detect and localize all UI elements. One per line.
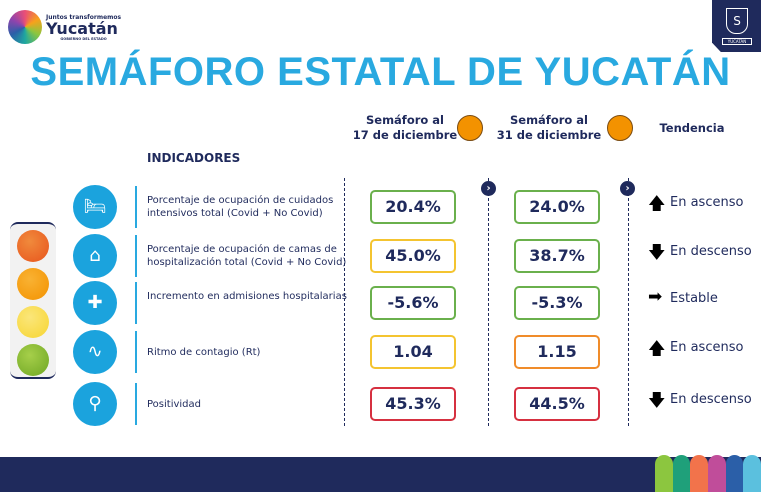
value-17-dic: 45.0% bbox=[370, 239, 456, 273]
indicator-label: Positividad bbox=[147, 399, 201, 410]
government-logo: Juntos transformemos Yucatán GOBIERNO DE… bbox=[8, 10, 121, 44]
value-31-dic: 24.0% bbox=[514, 190, 600, 224]
chevron-right-icon: › bbox=[481, 181, 496, 196]
logo-tagline: Juntos transformemos bbox=[46, 13, 122, 21]
trend-label: Estable bbox=[670, 291, 718, 306]
value-31-dic: -5.3% bbox=[514, 286, 600, 320]
trend-label: En ascenso bbox=[670, 340, 744, 355]
hospital-bed-icon: ⌂ bbox=[73, 234, 117, 278]
divider bbox=[135, 186, 137, 228]
red-lamp bbox=[17, 230, 49, 262]
arrow-down-icon: 🡇 bbox=[648, 391, 666, 411]
column-header-31-dic: Semáforo al 31 de diciembre bbox=[494, 113, 604, 143]
divider bbox=[135, 282, 137, 324]
semaforo-orange-dot bbox=[457, 115, 483, 141]
arrow-up-icon: 🡅 bbox=[648, 339, 666, 359]
chevron-right-icon: › bbox=[620, 181, 635, 196]
header-line2: 31 de diciembre bbox=[496, 128, 602, 142]
divider bbox=[488, 178, 489, 426]
logo-mark-icon bbox=[8, 10, 42, 44]
column-header-tendencia: Tendencia bbox=[659, 121, 725, 135]
trend-label: En descenso bbox=[670, 392, 752, 407]
indicator-label: Porcentaje de ocupación de cuidados inte… bbox=[147, 195, 334, 219]
divider bbox=[135, 331, 137, 373]
divider bbox=[628, 178, 629, 426]
trend-label: En descenso bbox=[670, 244, 752, 259]
seal-label: YUCATÁN bbox=[722, 38, 752, 45]
header-line1: Semáforo al bbox=[365, 113, 444, 127]
value-17-dic: -5.6% bbox=[370, 286, 456, 320]
indicator-label: Incremento en admisiones hospitalarias bbox=[147, 291, 347, 302]
page-title: SEMÁFORO ESTATAL DE YUCATÁN bbox=[30, 50, 731, 94]
footer-decoration bbox=[655, 455, 761, 492]
arrow-down-icon: 🡇 bbox=[648, 243, 666, 263]
value-31-dic: 44.5% bbox=[514, 387, 600, 421]
yellow-lamp bbox=[17, 306, 49, 338]
orange-lamp bbox=[17, 268, 49, 300]
traffic-light bbox=[10, 222, 56, 379]
arrow-right-icon: ➡ bbox=[648, 287, 663, 307]
header-line1: Semáforo al bbox=[509, 113, 588, 127]
swab-test-icon: ⚲ bbox=[73, 382, 117, 426]
ambulance-icon: ✚ bbox=[73, 281, 117, 325]
logo-name: Yucatán bbox=[46, 18, 118, 38]
divider bbox=[135, 383, 137, 425]
icu-bed-icon: 🛏 bbox=[73, 185, 117, 229]
arrow-up-icon: 🡅 bbox=[648, 194, 666, 214]
yucatan-seal: S YUCATÁN bbox=[712, 0, 761, 52]
value-31-dic: 38.7% bbox=[514, 239, 600, 273]
divider bbox=[344, 178, 345, 426]
value-17-dic: 45.3% bbox=[370, 387, 456, 421]
divider bbox=[135, 235, 137, 277]
value-17-dic: 20.4% bbox=[370, 190, 456, 224]
shield-icon: S bbox=[726, 8, 748, 34]
indicator-label: Ritmo de contagio (Rt) bbox=[147, 347, 261, 358]
trend-label: En ascenso bbox=[670, 195, 744, 210]
footer-bar bbox=[0, 457, 761, 492]
logo-subtitle: GOBIERNO DEL ESTADO bbox=[60, 36, 107, 41]
indicators-heading: INDICADORES bbox=[147, 151, 241, 165]
indicator-label: Porcentaje de ocupación de camas de hosp… bbox=[147, 244, 347, 268]
column-header-17-dic: Semáforo al 17 de diciembre bbox=[350, 113, 460, 143]
green-lamp bbox=[17, 344, 49, 376]
value-17-dic: 1.04 bbox=[370, 335, 456, 369]
semaforo-orange-dot bbox=[607, 115, 633, 141]
value-31-dic: 1.15 bbox=[514, 335, 600, 369]
contagion-chart-icon: ∿ bbox=[73, 330, 117, 374]
header-line2: 17 de diciembre bbox=[352, 128, 458, 142]
